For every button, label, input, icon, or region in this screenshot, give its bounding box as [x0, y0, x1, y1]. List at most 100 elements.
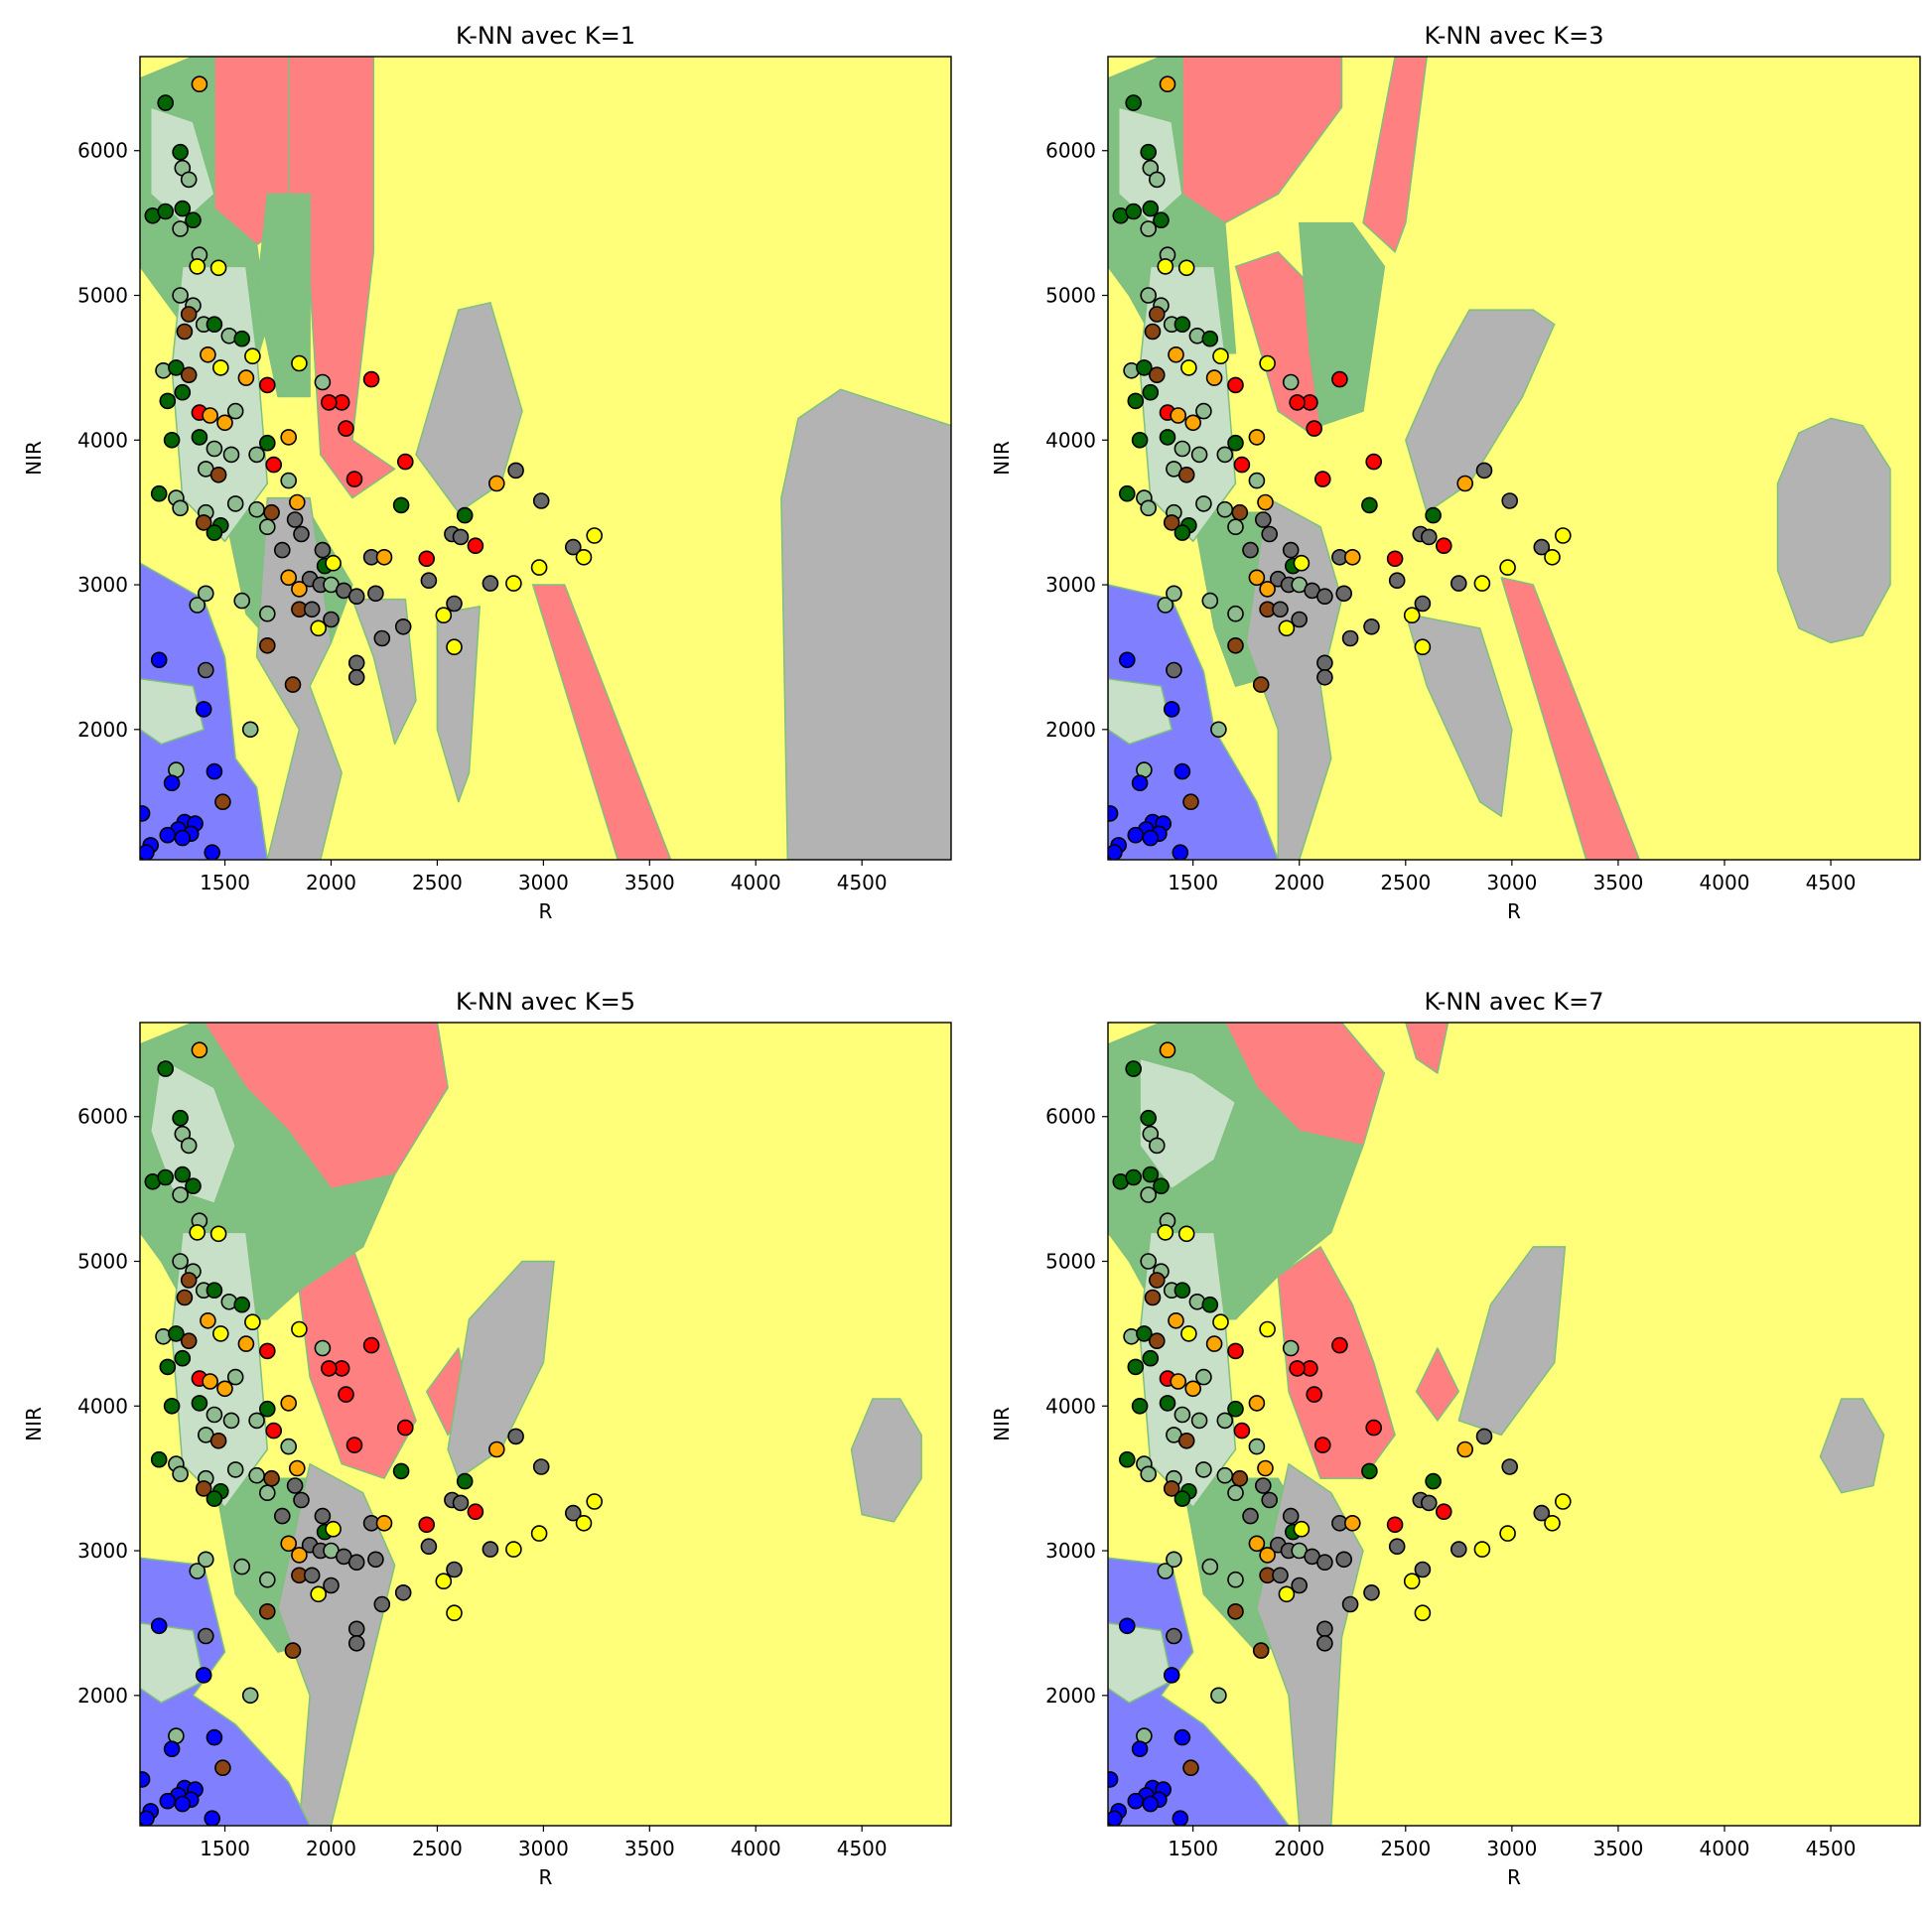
data-point-gray: [1363, 1584, 1380, 1601]
axes-frame: [139, 1022, 952, 1827]
decision-region-gray: [850, 1398, 922, 1523]
data-point-gray: [1272, 1567, 1289, 1584]
data-point-red: [1436, 1503, 1452, 1520]
data-point-brown: [1144, 323, 1162, 341]
plot-area: [140, 57, 951, 860]
data-point-lightgreen: [1248, 1438, 1266, 1455]
axes-frame: [1107, 56, 1921, 861]
decision-region-red: [1500, 577, 1641, 860]
data-point-yellow: [1259, 354, 1276, 372]
data-point-orange: [216, 1380, 233, 1398]
data-point-brown: [1227, 1603, 1244, 1620]
data-point-lightgreen: [226, 495, 244, 512]
data-point-lightgreen: [1140, 220, 1157, 237]
data-point-gray: [507, 1428, 524, 1445]
data-point-blue: [1172, 1810, 1189, 1826]
data-point-red: [1227, 1342, 1244, 1360]
data-point-darkgreen: [1140, 143, 1157, 161]
data-point-orange: [1184, 1380, 1201, 1398]
data-point-lightgreen: [1140, 287, 1157, 304]
data-point-red: [320, 1360, 338, 1377]
data-point-brown: [176, 1289, 194, 1306]
x-tick-label: 2500: [1380, 871, 1431, 894]
data-point-yellow: [586, 1493, 604, 1510]
data-point-darkgreen: [1119, 484, 1136, 502]
y-tick-label: 6000: [1045, 1105, 1096, 1129]
data-point-lightgreen: [1173, 1406, 1191, 1424]
data-point-gray: [1501, 492, 1518, 509]
data-point-lightgreen: [258, 605, 276, 622]
data-point-yellow: [1414, 1604, 1432, 1621]
data-point-lightgreen: [172, 499, 189, 517]
data-point-gray: [507, 462, 524, 480]
plot-area: [1108, 1023, 1920, 1826]
data-point-darkgreen: [1125, 1168, 1142, 1186]
data-point-lightgreen: [226, 1461, 244, 1478]
data-point-blue: [1131, 1740, 1149, 1757]
data-point-darkgreen: [1153, 1177, 1170, 1194]
data-point-orange: [280, 429, 298, 446]
data-point-lightgreen: [1140, 1253, 1157, 1270]
data-point-orange: [1248, 569, 1266, 587]
data-point-gray: [482, 575, 499, 592]
data-point-darkgreen: [1125, 94, 1142, 111]
data-point-gray: [314, 541, 332, 559]
data-point-yellow: [325, 554, 342, 572]
data-point-red: [1314, 471, 1331, 487]
decision-region-red: [531, 584, 672, 860]
data-point-blue: [206, 1728, 223, 1746]
decision-region-blue: [1108, 584, 1280, 860]
data-point-yellow: [1473, 1541, 1491, 1558]
data-point-orange: [1456, 475, 1473, 492]
data-point-brown: [1149, 306, 1166, 323]
data-point-darkgreen: [206, 1490, 223, 1507]
data-point-brown: [1163, 514, 1180, 531]
data-point-gray: [293, 525, 310, 543]
data-point-brown: [1227, 636, 1244, 654]
data-point-lightgreen: [172, 220, 189, 237]
data-point-yellow: [310, 1585, 328, 1603]
x-tick-label: 2000: [306, 1837, 356, 1860]
y-tick-label: 4000: [77, 428, 128, 452]
data-point-darkgreen: [157, 1060, 174, 1077]
data-point-blue: [195, 1667, 212, 1684]
data-point-brown: [1177, 466, 1195, 483]
x-tick-label: 4000: [731, 1837, 781, 1860]
data-point-lightgreen: [1201, 1558, 1219, 1576]
data-point-red: [320, 394, 338, 411]
data-point-blue: [163, 1740, 181, 1757]
data-point-darkgreen: [258, 434, 276, 452]
data-point-darkgreen: [1131, 431, 1149, 449]
data-point-gray: [1421, 528, 1438, 546]
data-point-lightgreen: [1173, 440, 1191, 458]
data-point-darkgreen: [1159, 1395, 1176, 1412]
data-point-yellow: [212, 1325, 229, 1342]
data-point-orange: [288, 493, 306, 511]
data-point-lightgreen: [1227, 1484, 1244, 1501]
data-point-red: [265, 1422, 283, 1439]
data-point-blue: [204, 844, 220, 860]
data-point-yellow: [209, 259, 227, 277]
data-point-lightgreen: [1140, 1465, 1157, 1483]
data-point-blue: [174, 829, 192, 847]
data-point-yellow: [1473, 575, 1491, 592]
data-point-lightgreen: [172, 287, 189, 304]
data-point-darkgreen: [1361, 496, 1378, 514]
data-point-lightgreen: [172, 1186, 189, 1203]
data-point-brown: [1231, 503, 1249, 521]
decision-region-gray: [1405, 613, 1513, 818]
data-point-orange: [1248, 1535, 1266, 1553]
decision-region-lightgreen: [1108, 1622, 1173, 1704]
data-point-lightgreen: [1227, 605, 1244, 622]
panel-k7: 1500 2000 2500 3000 3500 4000 4500 2000 3000 4000…: [990, 988, 1921, 1889]
data-point-gray: [367, 1551, 384, 1569]
decision-region-lightgreen: [140, 1622, 205, 1704]
data-point-gray: [446, 595, 463, 613]
panel-k5: 1500 2000 2500 3000 3500 4000 4500 2000 3000 4000…: [22, 988, 952, 1889]
data-point-red: [1306, 420, 1322, 437]
data-point-orange: [1159, 75, 1176, 92]
data-point-gray: [347, 668, 365, 686]
data-point-gray: [1242, 1507, 1259, 1525]
data-point-brown: [1149, 1272, 1166, 1289]
data-point-darkgreen: [163, 431, 181, 449]
